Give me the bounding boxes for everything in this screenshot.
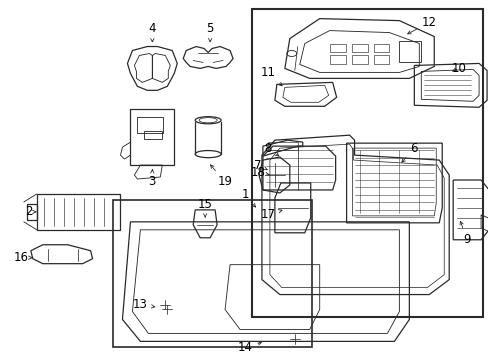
Text: 13: 13 [133, 298, 154, 311]
Bar [112, 200, 311, 347]
Bar [329, 44, 345, 53]
Bar [267, 142, 297, 150]
Text: 10: 10 [451, 62, 466, 75]
Bar [27, 204, 37, 220]
Text: 3: 3 [148, 170, 156, 189]
Bar [137, 117, 163, 133]
Bar [130, 109, 174, 165]
Text: 5: 5 [206, 22, 213, 42]
Bar [329, 55, 345, 64]
Text: 15: 15 [197, 198, 212, 217]
Bar [351, 55, 367, 64]
Bar [144, 131, 162, 139]
Bar [37, 194, 120, 230]
Text: 14: 14 [237, 341, 261, 354]
Bar [373, 44, 388, 53]
Text: 12: 12 [407, 16, 436, 34]
Text: 18: 18 [250, 166, 268, 179]
Text: 11: 11 [260, 66, 282, 86]
Text: 1: 1 [241, 188, 255, 207]
Text: 9: 9 [459, 221, 470, 246]
Bar [251, 9, 482, 318]
Bar [373, 55, 388, 64]
Bar [399, 41, 421, 62]
Text: 7: 7 [254, 158, 266, 172]
Text: 17: 17 [260, 208, 282, 221]
Text: 2: 2 [25, 205, 36, 219]
Text: 8: 8 [264, 141, 278, 156]
Text: 6: 6 [401, 141, 417, 162]
Text: 19: 19 [210, 165, 232, 189]
Text: 4: 4 [148, 22, 156, 42]
Text: 16: 16 [13, 251, 32, 264]
Bar [351, 44, 367, 53]
